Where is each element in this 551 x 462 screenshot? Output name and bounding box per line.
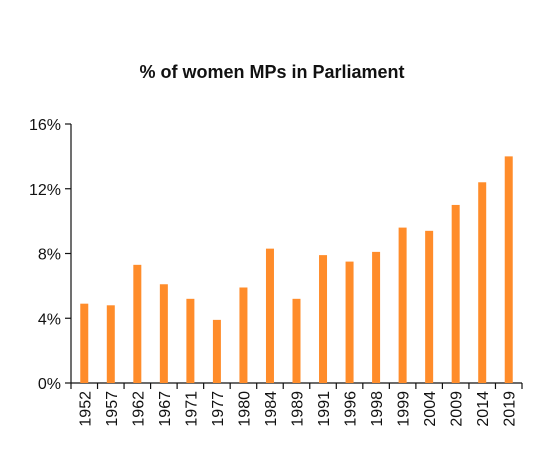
x-tick-label: 1991 <box>316 391 333 427</box>
x-tick-label: 1967 <box>157 391 174 427</box>
x-tick-label: 1984 <box>263 391 280 427</box>
x-tick-label: 1957 <box>104 391 121 427</box>
y-tick-label: 4% <box>38 311 61 328</box>
x-tick-label: 1977 <box>210 391 227 427</box>
x-tick-label: 2019 <box>502 391 519 427</box>
x-tick-label: 1998 <box>369 391 386 427</box>
bar-1977 <box>212 319 221 383</box>
bar-1967 <box>159 284 168 383</box>
bar-2019 <box>504 156 513 383</box>
x-tick-label: 1971 <box>183 391 200 427</box>
y-tick-label: 0% <box>38 376 61 393</box>
chart-title: % of women MPs in Parliament <box>139 62 404 82</box>
x-tick-label: 1952 <box>77 391 94 427</box>
bar-2014 <box>478 182 487 383</box>
y-tick-label: 8% <box>38 247 61 264</box>
x-tick-label: 2014 <box>475 391 492 427</box>
x-tick-label: 2009 <box>449 391 466 427</box>
y-tick-label: 12% <box>29 182 61 199</box>
x-tick-label: 1980 <box>236 391 253 427</box>
bar-1957 <box>106 305 115 383</box>
bar-1989 <box>292 298 301 383</box>
bar-2009 <box>451 204 460 383</box>
y-tick-label: 16% <box>29 117 61 134</box>
bar-1991 <box>319 255 328 383</box>
x-tick-label: 1999 <box>396 391 413 427</box>
bars <box>80 156 513 383</box>
x-tick-label: 1989 <box>290 391 307 427</box>
bar-1980 <box>239 287 248 383</box>
bar-1971 <box>186 298 195 383</box>
x-tick-label: 2004 <box>422 391 439 427</box>
x-tick-label: 1962 <box>130 391 147 427</box>
bar-1998 <box>372 251 381 383</box>
bar-1962 <box>133 264 142 383</box>
bar-2004 <box>425 230 434 383</box>
bar-1952 <box>80 303 89 383</box>
y-axis: 0% 4% 8% 12% 16% <box>29 117 72 393</box>
bar-1984 <box>265 248 274 383</box>
bar-1999 <box>398 227 407 383</box>
bar-1996 <box>345 261 354 383</box>
x-axis: 1952 1957 1962 1967 1971 1977 1980 1984 1989 1991… <box>70 382 523 427</box>
x-tick-label: 1996 <box>343 391 360 427</box>
